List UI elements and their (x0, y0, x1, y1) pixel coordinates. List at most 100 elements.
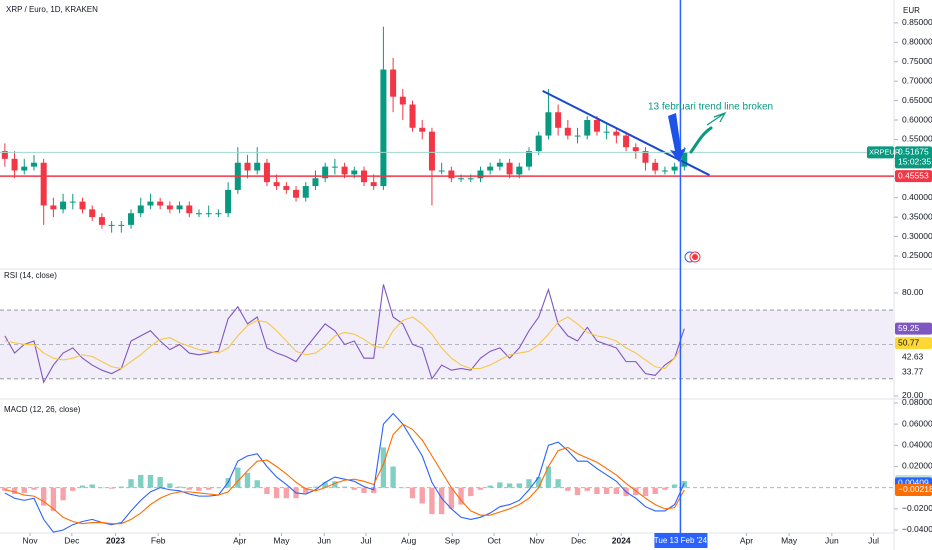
y-tick-label: 0.08000 (902, 397, 932, 407)
candle-body (89, 209, 96, 218)
histogram-bar (613, 487, 620, 494)
histogram-bar (215, 487, 222, 489)
histogram-bar (380, 447, 387, 488)
candle-body (506, 162, 513, 175)
candle-body (205, 213, 212, 215)
histogram-bar (89, 484, 95, 488)
candle-body (225, 189, 232, 214)
histogram-bar (419, 487, 425, 504)
axis-badge (895, 483, 932, 496)
histogram-bar (662, 487, 668, 490)
axis-badge-label: 59.25 (898, 323, 920, 333)
candle-body (652, 162, 659, 171)
candle-body (399, 96, 406, 105)
axis-badge-label: −0.00218 (898, 484, 932, 494)
event-icon (692, 254, 698, 260)
histogram-bar (574, 487, 581, 496)
candle-body (603, 131, 610, 133)
histogram-bar (400, 487, 406, 489)
histogram-bar (108, 487, 115, 489)
histogram-bar (448, 487, 455, 509)
histogram-bar (652, 487, 658, 494)
candle-body (254, 162, 261, 171)
histogram-bar (671, 484, 678, 488)
candle-body (671, 166, 678, 171)
y-tick-label: 0.85000 (902, 17, 932, 27)
candle-body (69, 201, 76, 203)
rsi-title: RSI (14, close) (4, 271, 57, 280)
histogram-bar (594, 487, 600, 494)
histogram-bar (390, 466, 396, 488)
candle-body (11, 158, 18, 171)
histogram-bar (176, 486, 183, 488)
histogram-bar (50, 487, 57, 511)
histogram-bar (516, 483, 522, 488)
histogram-bar (235, 467, 241, 488)
candle-body (574, 135, 581, 137)
histogram-bar (642, 487, 649, 497)
histogram-bar (254, 480, 260, 488)
candle-body (98, 217, 105, 225)
candle-body (448, 170, 455, 179)
histogram-bar (147, 474, 154, 488)
candle-body (137, 205, 144, 214)
chart-title: XRP / Euro, 1D, KRAKEN (6, 5, 98, 14)
y-tick-label: 0.80000 (902, 37, 932, 47)
candle-body (409, 104, 416, 128)
y-tick-label: 0.25000 (902, 250, 932, 260)
y-tick-label: 0.55000 (902, 134, 932, 144)
candle-body (1, 151, 8, 159)
histogram-bar (603, 487, 610, 494)
y-tick-label: 0.40000 (902, 192, 932, 202)
histogram-bar (196, 487, 202, 491)
histogram-bar (497, 482, 503, 488)
candle-body (661, 170, 668, 172)
y-tick-label: 0.65000 (902, 95, 932, 105)
axis-badge-label: 0.00409 (898, 478, 929, 488)
histogram-bar (332, 481, 338, 488)
histogram-bar (429, 487, 435, 515)
histogram-bar (60, 487, 66, 501)
y-tick-label: 0.70000 (902, 75, 932, 85)
x-tick-label: 2023 (106, 535, 125, 545)
axis-badge-label: 50.77 (898, 337, 920, 347)
histogram-bar (477, 487, 484, 490)
y-tick-label: 0.75000 (902, 56, 932, 66)
x-tick-label: Oct (487, 535, 501, 545)
candle-body (516, 166, 523, 175)
histogram-bar (506, 483, 513, 488)
histogram-bar (186, 487, 192, 490)
candle-body (108, 224, 115, 226)
cursor-label: Tue 13 Feb '24 (654, 536, 708, 545)
x-tick-label: Nov (529, 535, 545, 545)
histogram-bar (458, 487, 464, 505)
candle-body (322, 166, 329, 179)
y-tick-label: 0.04000 (902, 440, 932, 450)
candle-body (128, 213, 135, 225)
candle-body (458, 178, 465, 180)
axis-badge-label: 0.51675 (898, 147, 929, 157)
histogram-bar (351, 487, 357, 490)
candle-body (331, 166, 338, 168)
candle-body (30, 162, 37, 167)
x-tick-label: Apr (233, 535, 246, 545)
histogram-bar (536, 477, 542, 488)
y-tick-label: −0.04000 (902, 524, 932, 534)
histogram-bar (79, 485, 86, 488)
histogram-bar (312, 486, 319, 488)
candle-body (40, 162, 47, 206)
drawn-arrow (706, 111, 727, 126)
y-tick-label: 80.00 (902, 287, 924, 297)
candle-body (584, 120, 591, 136)
candle-body (312, 178, 319, 187)
candle-body (370, 182, 377, 187)
histogram-bar (11, 487, 18, 494)
candle-body (302, 186, 309, 198)
histogram-bar (361, 487, 367, 493)
histogram-bar (468, 487, 474, 497)
candle-body (613, 131, 620, 136)
candle-body (215, 213, 222, 215)
y-tick-label: 0.06000 (902, 418, 932, 428)
axis-badge (895, 146, 932, 169)
